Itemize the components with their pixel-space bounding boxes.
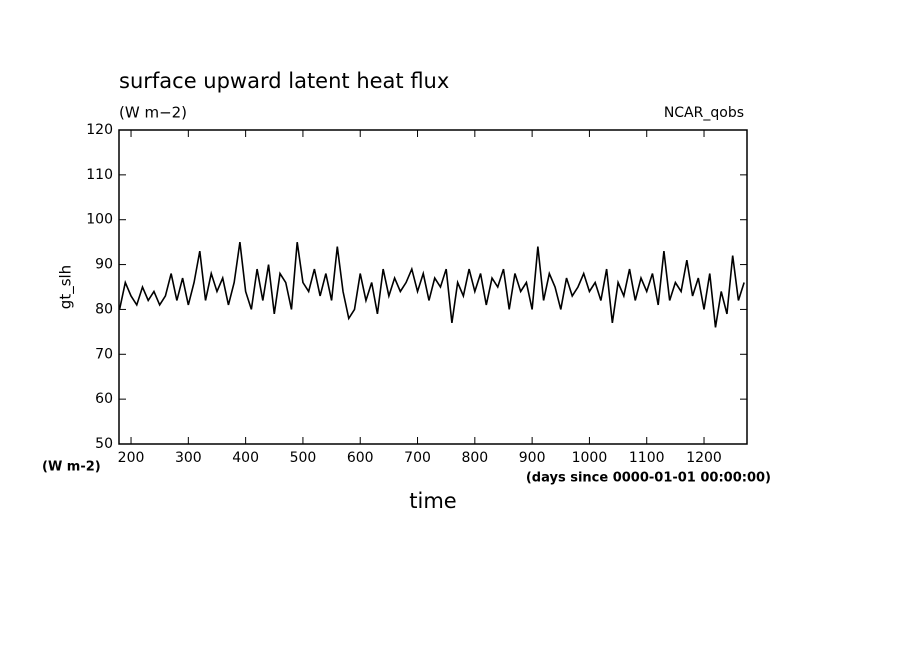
x-tick-label: 900 <box>519 450 546 466</box>
y-tick-label: 110 <box>86 167 113 183</box>
y-tick-label: 60 <box>95 391 113 407</box>
y-tick-label: 90 <box>95 257 113 273</box>
plot-frame <box>118 129 748 445</box>
y-tick-label: 50 <box>95 436 113 452</box>
x-tick-label: 300 <box>175 450 202 466</box>
chart-title: surface upward latent heat flux <box>119 69 449 93</box>
x-tick-label: 800 <box>461 450 488 466</box>
x-tick-label: 400 <box>232 450 259 466</box>
x-tick-label: 1200 <box>686 450 722 466</box>
x-tick-label: 1000 <box>572 450 608 466</box>
x-tick-label: 700 <box>404 450 431 466</box>
x-tick-label: 200 <box>118 450 145 466</box>
subtitle: (W m−2) <box>119 104 187 122</box>
x-tick-label: 600 <box>347 450 374 466</box>
x-tick-label: 1100 <box>629 450 665 466</box>
x-tick-label: 500 <box>290 450 317 466</box>
annotation: NCAR_qobs <box>664 105 744 121</box>
y-axis-label: gt_slh <box>57 265 76 309</box>
y-tick-label: 80 <box>95 301 113 317</box>
y-units: (W m-2) <box>42 460 101 475</box>
x-axis-label: time <box>409 489 456 513</box>
y-tick-label: 120 <box>86 122 113 138</box>
y-tick-label: 70 <box>95 346 113 362</box>
y-tick-label: 100 <box>86 212 113 228</box>
x-units: (days since 0000-01-01 00:00:00) <box>526 471 771 486</box>
data-line <box>118 242 745 328</box>
